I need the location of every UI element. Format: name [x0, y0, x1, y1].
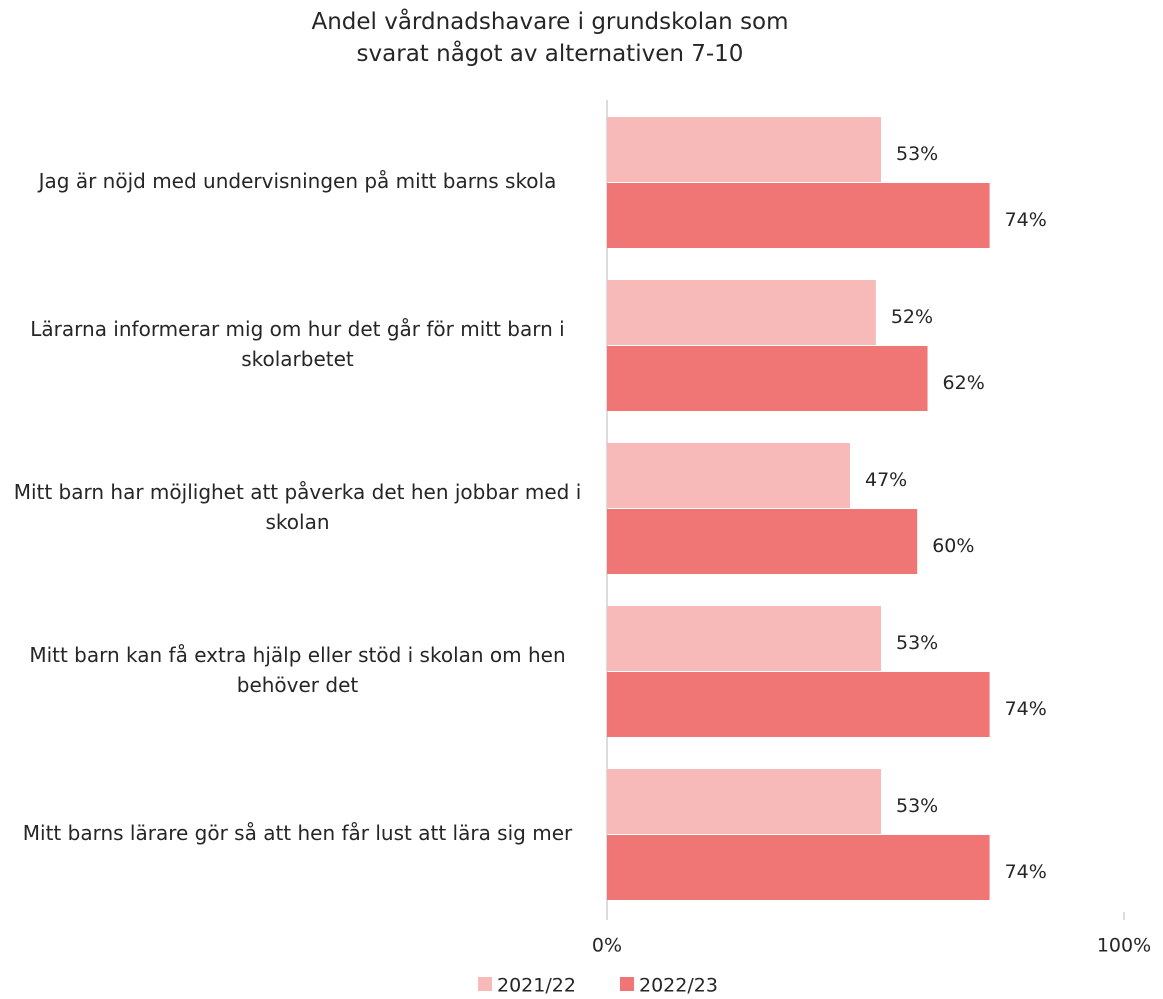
value-label: 62%	[943, 372, 985, 394]
legend-label: 2021/22	[497, 975, 576, 997]
bar	[607, 835, 990, 900]
bar	[607, 606, 882, 671]
value-label: 52%	[891, 306, 933, 328]
value-label: 53%	[896, 795, 938, 817]
value-label: 47%	[865, 469, 907, 491]
value-label: 53%	[896, 143, 938, 165]
value-label: 74%	[1005, 698, 1047, 720]
category-label: Mitt barn kan få extra hjälp eller stöd …	[29, 643, 566, 697]
legend-swatch	[478, 977, 492, 991]
x-tick-label: 100%	[1097, 935, 1151, 957]
bar	[607, 183, 990, 248]
value-label: 53%	[896, 632, 938, 654]
bar	[607, 443, 850, 508]
bar	[607, 117, 882, 182]
bar	[607, 280, 876, 345]
bar	[607, 346, 928, 411]
category-label: Jag är nöjd med undervisningen på mitt b…	[38, 169, 557, 193]
legend-swatch	[620, 977, 634, 991]
x-tick-label: 0%	[592, 935, 622, 957]
legend-label: 2022/23	[639, 975, 718, 997]
category-label: Mitt barns lärare gör så att hen får lus…	[22, 821, 573, 845]
category-label: Mitt barn har möjlighet att påverka det …	[13, 480, 582, 534]
value-label: 74%	[1005, 861, 1047, 883]
category-label: Lärarna informerar mig om hur det går fö…	[30, 317, 565, 371]
chart-title: Andel vårdnadshavare i grundskolan som s…	[311, 9, 789, 67]
bar	[607, 672, 990, 737]
value-label: 60%	[932, 535, 974, 557]
bar	[607, 509, 918, 574]
value-label: 74%	[1005, 209, 1047, 231]
bar	[607, 769, 882, 834]
